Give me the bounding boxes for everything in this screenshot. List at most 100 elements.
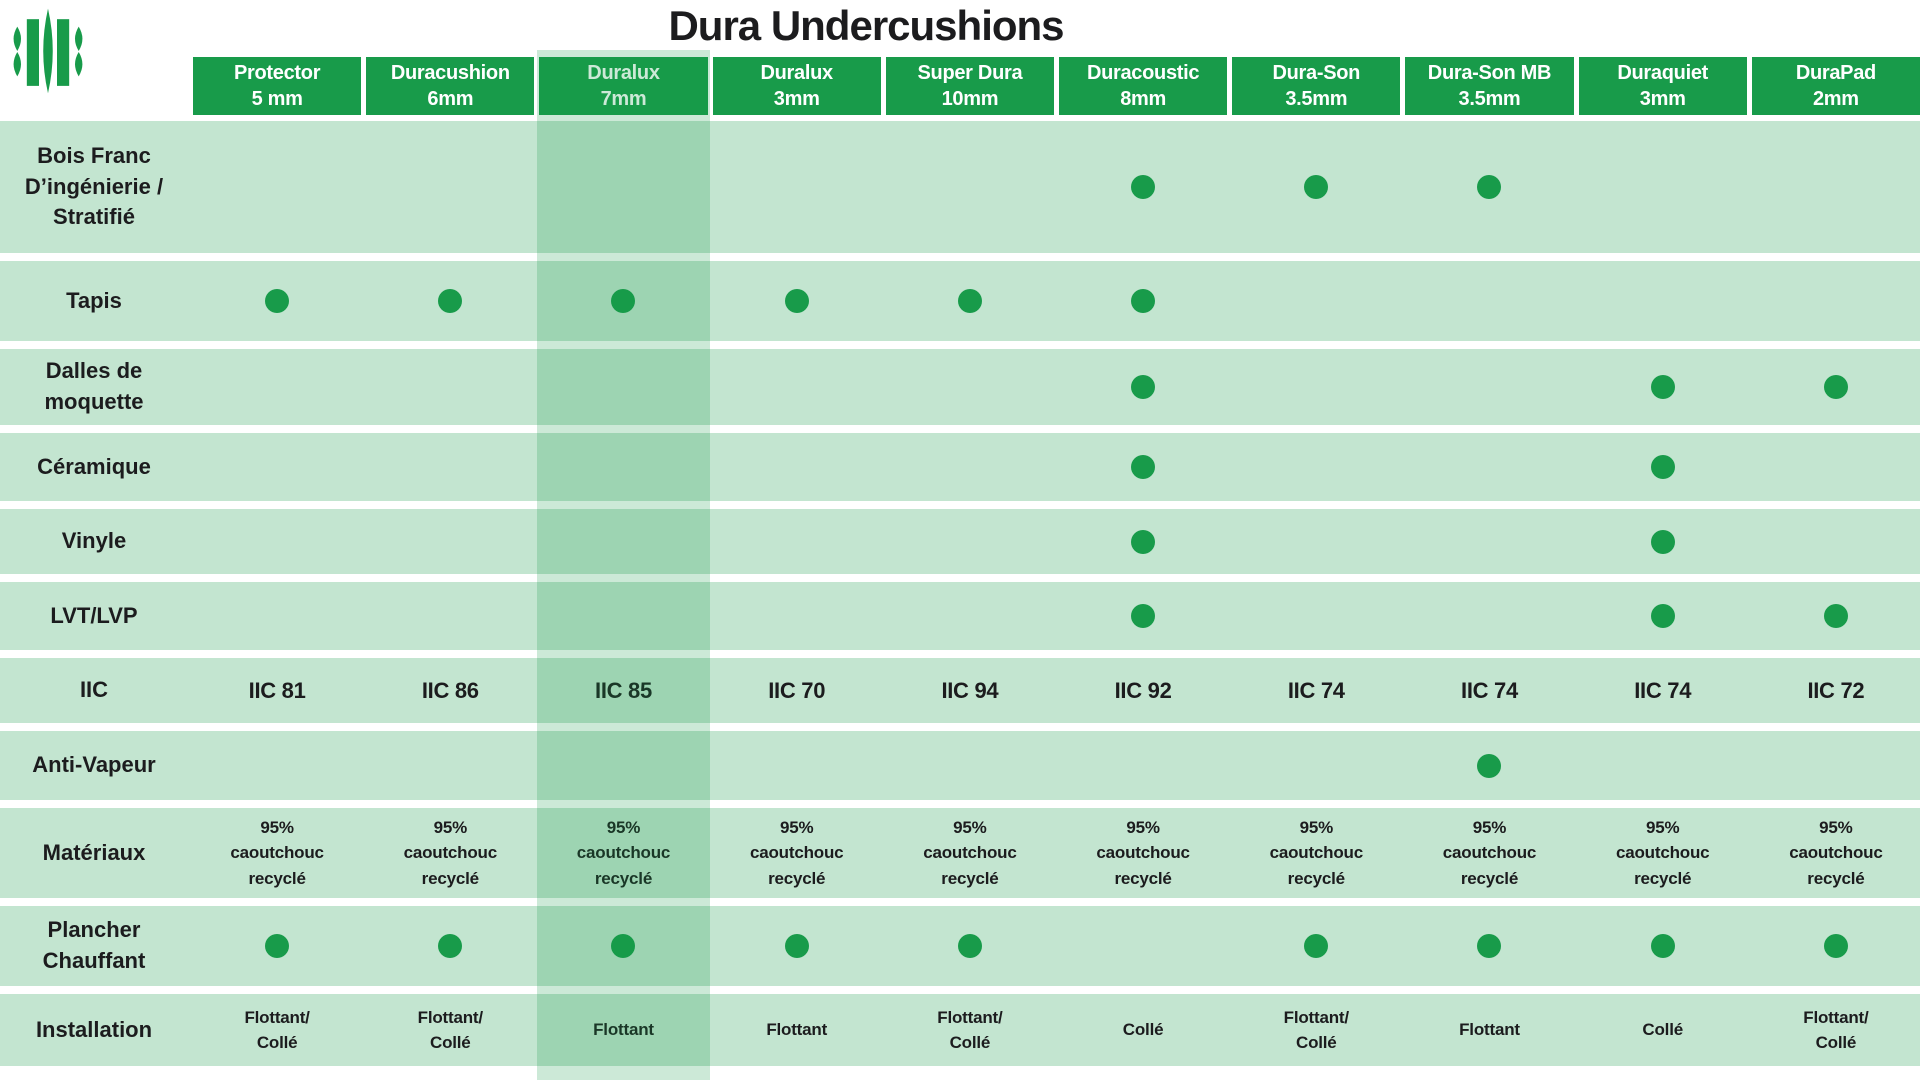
table-cell: Flottant [766,1020,828,1040]
table-cell [539,906,707,986]
dura-logo-icon [13,8,83,94]
table-cell [1059,731,1227,800]
column-size: 6mm [427,88,474,110]
row-label: Anti-Vapeur [32,752,156,778]
check-dot-icon [784,289,809,313]
column-name: Duralux [760,61,834,84]
column-header-duralux-7mm: Duralux 7mm [539,57,708,115]
table-cell [1579,349,1747,425]
column-size: 2mm [1812,88,1859,110]
table-cell [1405,121,1573,253]
table-cell: 95% caoutchouc recyclé [1789,817,1883,888]
table-cell [886,349,1054,425]
table-cell [366,509,534,574]
table-row: Anti-Vapeur [0,731,1920,800]
page-title: Dura Undercushions [668,2,1064,49]
column-size: 8mm [1120,88,1166,110]
table-row: LVT/LVP [0,582,1920,650]
check-dot-icon [1823,604,1848,628]
table-cell [1752,582,1920,650]
table-cell: Flottant/ Collé [1803,1007,1869,1053]
row-label: Matériaux [42,839,146,865]
table-cell [1059,261,1227,341]
column-size: 3mm [1639,88,1686,110]
table-cell: IIC 72 [1807,677,1865,703]
table-cell [713,509,881,574]
table-cell [1579,121,1747,253]
table-cell [1405,433,1573,501]
table-cell [193,906,361,986]
table-cell [1579,906,1747,986]
table-cell: Collé [1642,1020,1683,1040]
table-cell [1232,731,1400,800]
table-cell [366,433,534,501]
table-cell [539,509,707,574]
table-cell [1232,509,1400,574]
table-row: Matériaux 95% caoutchouc recyclé 95% caout… [0,808,1920,898]
table-cell: 95% caoutchouc recyclé [576,817,671,888]
table-cell [886,509,1054,574]
check-dot-icon [1304,175,1329,199]
table-cell: Collé [1122,1020,1164,1040]
table-cell [1232,433,1400,501]
table-cell [366,261,534,341]
check-dot-icon [1650,375,1675,399]
column-size: 7mm [600,88,647,110]
table-cell [886,731,1054,800]
check-dot-icon [1650,529,1675,554]
table-cell [1752,121,1920,253]
table-cell: 95% caoutchouc recyclé [1096,817,1190,888]
check-dot-icon [611,289,636,313]
check-dot-icon [957,934,982,958]
table-cell [713,349,881,425]
table-cell [1232,261,1400,341]
check-dot-icon [1823,934,1848,958]
column-name: Protector [233,61,321,84]
column-name: Dura-Son MB [1427,61,1552,84]
table-cell [366,349,534,425]
check-dot-icon [1823,375,1848,399]
table-cell [193,433,361,501]
row-label: Céramique [37,453,151,479]
table-cell [1579,509,1747,574]
table-cell [1059,433,1227,501]
check-dot-icon [1131,455,1156,479]
table-cell [539,582,707,650]
column-size: 5 mm [251,88,303,110]
check-dot-icon [1477,175,1502,199]
table-cell [713,261,881,341]
check-dot-icon [265,289,290,313]
table-cell [886,121,1054,253]
table-cell: Flottant/ Collé [1283,1007,1349,1053]
table-cell [366,121,534,253]
table-row: IIC IIC 81 IIC 86 IIC 85 IIC 70 IIC 94 IIC 92 I… [0,658,1920,723]
check-dot-icon [1304,934,1329,958]
table-cell [193,121,361,253]
check-dot-icon [1650,934,1675,958]
row-label: Vinyle [61,528,127,554]
table-cell: IIC 70 [768,677,826,703]
table-row: Installation Flottant/ Collé Flottant/ Col… [0,994,1920,1066]
table-cell [1579,731,1747,800]
table-cell [539,121,707,253]
table-cell [539,731,707,800]
table-cell [193,261,361,341]
column-header-protector-5-mm: Protector 5 mm [193,57,362,115]
header-row: Protector 5 mm Duracushion 6mm Duralux 7mm Dur… [0,57,1920,115]
column-header-duracoustic-8mm: Duracoustic 8mm [1058,57,1228,115]
table-cell: 95% caoutchouc recyclé [1442,817,1537,888]
check-dot-icon [1131,529,1156,554]
table-cell: 95% caoutchouc recyclé [1269,817,1364,888]
table-cell [1752,349,1920,425]
column-size: 3.5mm [1285,88,1348,110]
table-row: Dalles de moquette [0,349,1920,425]
check-dot-icon [1131,289,1156,313]
table-cell [193,731,361,800]
table-cell [713,433,881,501]
table-cell [1232,121,1400,253]
column-size: 3.5mm [1458,88,1521,110]
table-row: Plancher Chauffant [0,906,1920,986]
check-dot-icon [1477,753,1502,778]
table-cell: 95% caoutchouc recyclé [1615,817,1710,888]
